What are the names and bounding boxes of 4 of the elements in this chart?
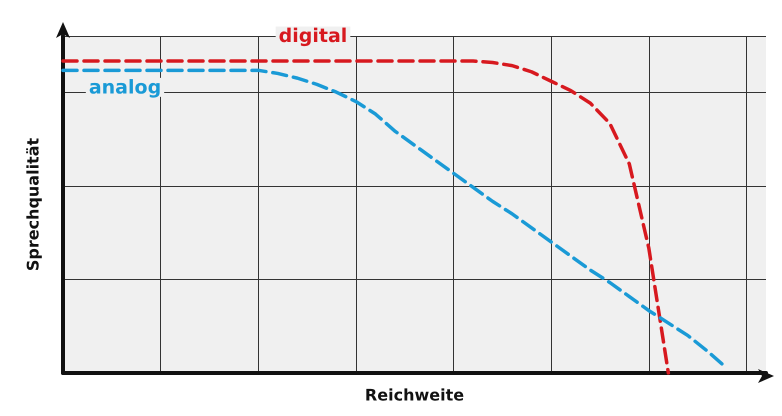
y-axis-title: Sprechqualität xyxy=(24,138,42,272)
x-axis-title: Reichweite xyxy=(364,386,464,404)
series-label: digital xyxy=(278,24,348,47)
series-label: analog xyxy=(88,76,162,98)
